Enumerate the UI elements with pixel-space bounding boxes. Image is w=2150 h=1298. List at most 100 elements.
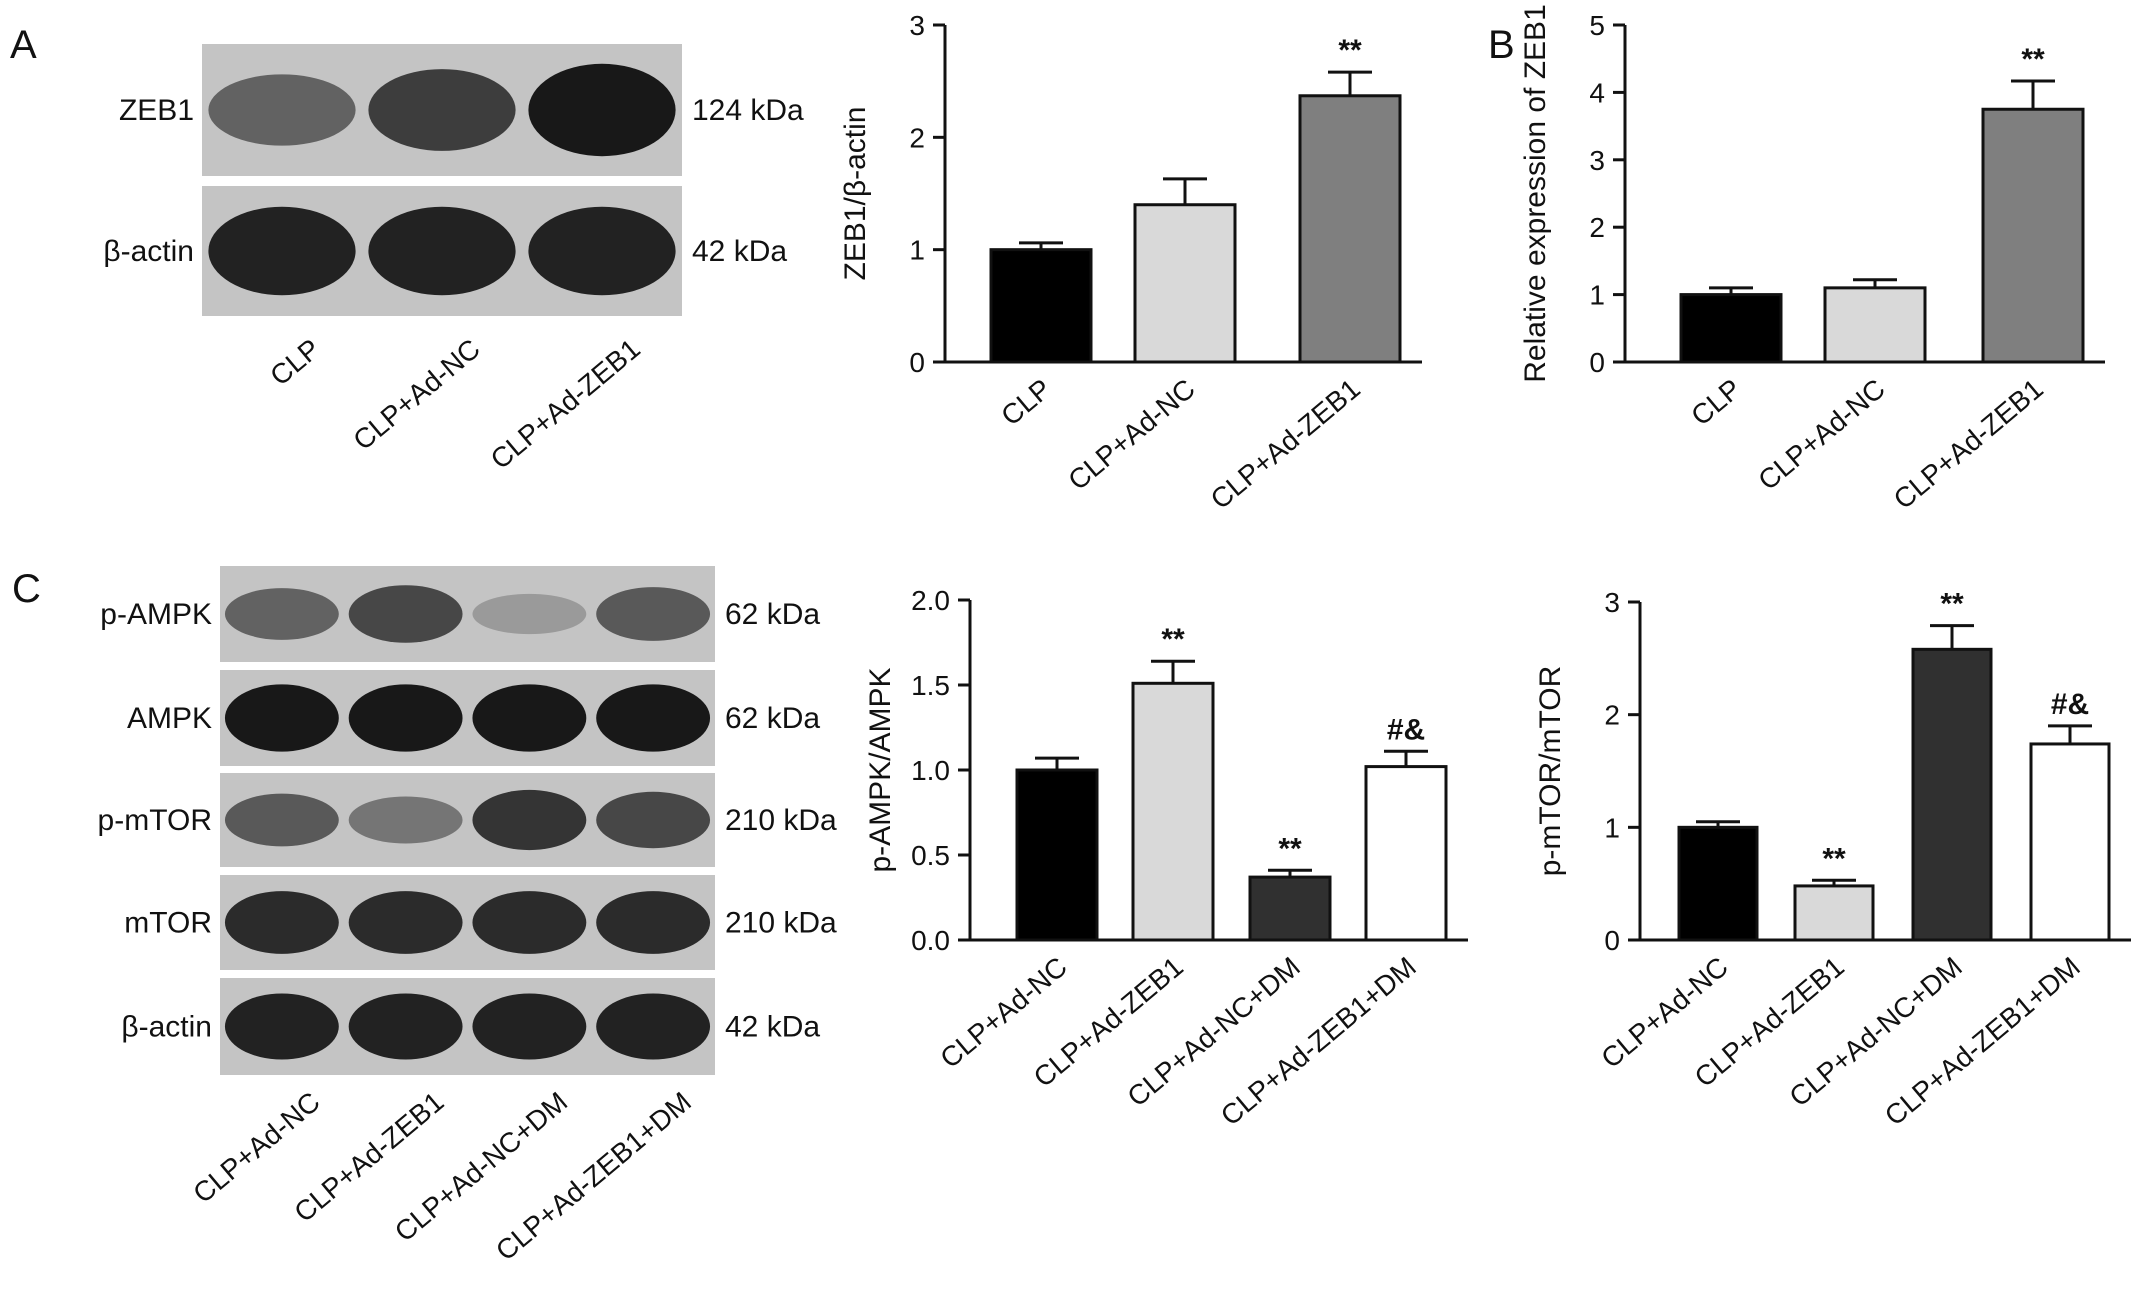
blot-band (224, 993, 339, 1060)
x-tick-label: CLP (995, 373, 1057, 432)
panel-label-b: B (1488, 23, 1515, 67)
blot-band (348, 891, 463, 954)
blot-band (224, 588, 339, 640)
blot-row-label: AMPK (127, 702, 212, 735)
western-blot-a: ZEB1 124 kDa β-actin 42 kDa CLP CLP+Ad-NCCLP+… (103, 44, 804, 475)
x-tick-label: CLP+Ad-NC (1752, 373, 1891, 496)
bar (1133, 203, 1237, 364)
bar (1364, 765, 1448, 942)
blot-band (596, 993, 711, 1060)
blot-kda-label: 42 kDa (692, 235, 787, 268)
significance-label: ** (1338, 34, 1362, 67)
blot-row-label: β-actin (103, 235, 194, 268)
blot-band (224, 793, 339, 847)
blot-band (368, 206, 516, 296)
y-tick-label: 2 (909, 122, 925, 153)
y-tick-label: 1.5 (911, 670, 950, 701)
blot-band (472, 993, 587, 1060)
significance-label: ** (1278, 832, 1302, 865)
bar (1981, 107, 2085, 364)
significance-label: #& (2051, 688, 2089, 721)
y-axis-title: ZEB1/β-actin (839, 107, 872, 281)
y-tick-label: 0 (1604, 925, 1620, 956)
y-tick-label: 5 (1589, 10, 1605, 41)
blot-kda-label: 42 kDa (725, 1011, 820, 1044)
bar (1823, 286, 1927, 364)
blot-band (208, 206, 356, 296)
y-tick-label: 4 (1589, 77, 1605, 108)
y-tick-label: 0 (1589, 347, 1605, 378)
blot-band (368, 69, 516, 151)
blot-band (472, 684, 587, 752)
significance-label: ** (1940, 588, 1964, 621)
y-tick-label: 0.5 (911, 840, 950, 871)
significance-label: ** (2021, 43, 2045, 76)
blot-band (348, 796, 463, 844)
panel-label-c: C (12, 567, 41, 611)
y-axis-title: p-mTOR/mTOR (1534, 666, 1567, 877)
blot-band (208, 74, 356, 146)
blot-band (528, 63, 676, 157)
blot-kda-label: 62 kDa (725, 702, 820, 735)
blot-band (224, 891, 339, 954)
bar (1015, 768, 1099, 942)
y-tick-label: 2 (1589, 212, 1605, 243)
x-tick-label: CLP+Ad-NC (1062, 373, 1201, 496)
blot-lane-label: CLP (264, 333, 326, 392)
blot-band (596, 891, 711, 954)
chart-zeb1-beta-actin: 0 1 2 3 ZEB1/β-actin CLP CLP+Ad-NC ** CLP+Ad-ZEB… (839, 10, 1422, 515)
x-tick-label: CLP+Ad-ZEB1+DM (1879, 951, 2086, 1132)
blot-row-label: ZEB1 (119, 94, 194, 127)
blot-row-label: p-AMPK (100, 598, 212, 631)
y-tick-label: 0.0 (911, 925, 950, 956)
y-axis-title: p-AMPK/AMPK (864, 667, 897, 872)
bar (989, 248, 1093, 364)
x-tick-label: CLP+Ad-ZEB1 (1205, 373, 1366, 515)
bar (1298, 94, 1402, 364)
blot-kda-label: 210 kDa (725, 804, 837, 837)
y-tick-label: 1 (909, 235, 925, 266)
bar (1677, 825, 1759, 942)
blot-band (596, 587, 711, 641)
blot-band (224, 684, 339, 752)
blot-lane-label: CLP+Ad-ZEB1 (485, 333, 646, 475)
significance-label: #& (1387, 713, 1425, 746)
x-tick-label: CLP+Ad-ZEB1 (1888, 373, 2049, 515)
blot-band (596, 684, 711, 752)
bar (1911, 647, 1993, 942)
bar (1679, 293, 1783, 364)
y-tick-label: 3 (909, 10, 925, 41)
y-tick-label: 1 (1604, 812, 1620, 843)
blot-band (472, 789, 587, 851)
chart-p-ampk-ampk: 0.00.51.01.52.0p-AMPK/AMPKCLP+Ad-NC**CLP… (864, 585, 1468, 1132)
blot-row-label: mTOR (124, 907, 212, 940)
blot-band (596, 791, 711, 849)
blot-kda-label: 124 kDa (692, 94, 804, 127)
blot-lane-label: CLP+Ad-NC (347, 333, 486, 456)
blot-band (348, 585, 463, 643)
western-blot-c: p-AMPK 62 kDa AMPK 62 kDa p-mTOR 210 kDa mTOR 2… (98, 566, 837, 1267)
y-tick-label: 1.0 (911, 755, 950, 786)
bar (1248, 875, 1332, 942)
blot-band (348, 684, 463, 752)
y-tick-label: 2 (1604, 700, 1620, 731)
y-tick-label: 3 (1589, 145, 1605, 176)
y-tick-label: 2.0 (911, 585, 950, 616)
blot-band (472, 593, 587, 635)
y-tick-label: 0 (909, 347, 925, 378)
x-tick-label: CLP (1685, 373, 1747, 432)
significance-label: ** (1161, 623, 1185, 656)
blot-band (528, 206, 676, 296)
blot-row-label: p-mTOR (98, 804, 212, 837)
significance-label: ** (1822, 842, 1846, 875)
bar (1793, 884, 1875, 942)
bar (1131, 681, 1215, 942)
blot-band (348, 993, 463, 1060)
x-tick-label: CLP+Ad-ZEB1+DM (1215, 951, 1422, 1132)
blot-kda-label: 210 kDa (725, 907, 837, 940)
y-tick-label: 1 (1589, 280, 1605, 311)
panel-label-a: A (10, 23, 37, 67)
bar (2029, 742, 2111, 942)
